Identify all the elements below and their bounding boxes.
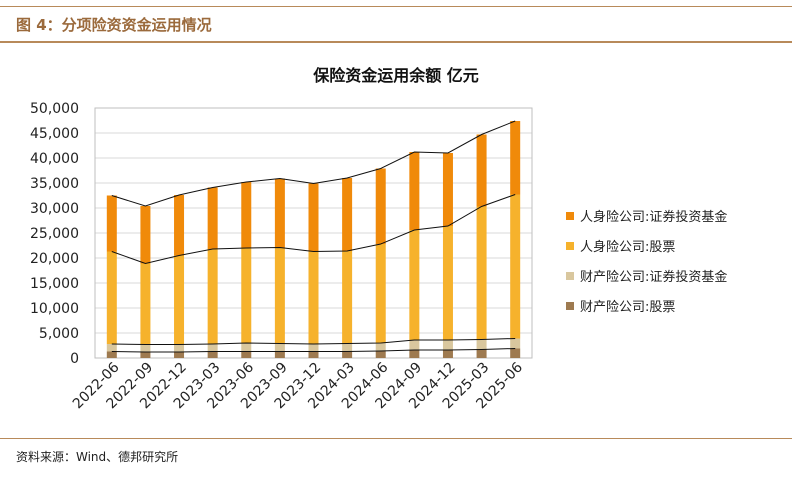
y-tick-label: 45,000 (30, 126, 79, 142)
bar-segment (207, 344, 218, 352)
bar-segment (241, 343, 252, 352)
bar-segment (375, 351, 386, 358)
bar-segment (476, 206, 487, 340)
bar-segment (510, 194, 521, 339)
bar-segment (308, 344, 319, 352)
chart-title: 保险资金运用余额 亿元 (313, 66, 479, 85)
legend-swatch (566, 302, 574, 310)
bar-segment (442, 350, 453, 358)
bar-segment (510, 348, 521, 358)
bar-segment (308, 251, 319, 344)
y-tick-label: 25,000 (30, 226, 79, 242)
stack-connector-line (111, 348, 516, 353)
y-tick-label: 15,000 (30, 276, 79, 292)
bar-segment (106, 251, 117, 344)
bar-segment (308, 351, 319, 358)
bar-segment (375, 168, 386, 244)
bar-segment (241, 351, 252, 358)
stacked-bar-chart: 0 5,000 10,000 15,000 20,000 25,000 30,000 35,0… (30, 101, 727, 412)
top-rule (0, 6, 792, 7)
y-tick-label: 40,000 (30, 151, 79, 167)
y-tick-label: 35,000 (30, 176, 79, 192)
bar-segment (174, 344, 185, 352)
bar-segment (375, 244, 386, 343)
bar-segment (106, 344, 117, 352)
legend-label: 财产险公司:证券投资基金 (580, 269, 727, 285)
bar-segment (342, 343, 353, 352)
bar-segment (442, 340, 453, 350)
bar-segment (308, 183, 319, 252)
bar-segment (409, 340, 420, 350)
bar-segment (241, 248, 252, 343)
bar-segment (207, 249, 218, 344)
stack-connector-line (111, 338, 516, 345)
figure-header-rule (0, 41, 792, 43)
bar-segment (409, 230, 420, 340)
bar-segment (342, 251, 353, 344)
bar-segment (510, 121, 521, 195)
y-tick-label: 0 (70, 351, 79, 367)
bar-segment (140, 344, 151, 352)
legend-label: 人身险公司:证券投资基金 (580, 209, 727, 225)
bar-segment (442, 153, 453, 226)
figure-label: 图 4：分项险资资金运用情况 (16, 16, 212, 34)
bar-segment (274, 343, 285, 352)
bar-segment (476, 134, 487, 207)
bar-segment (106, 351, 117, 358)
bar-segment (476, 349, 487, 358)
legend-swatch (566, 272, 574, 280)
bar-segment (476, 339, 487, 350)
source-note: 资料来源：Wind、德邦研究所 (16, 450, 179, 464)
bar-segment (174, 352, 185, 358)
bar-segment (207, 187, 218, 249)
bar-segment (409, 152, 420, 230)
stack-connector-line (111, 120, 516, 207)
bar-segment (342, 351, 353, 358)
bottom-rule (0, 438, 792, 439)
legend-swatch (566, 212, 574, 220)
bar-segment (140, 206, 151, 264)
legend-label: 人身险公司:股票 (580, 239, 675, 255)
legend-label: 财产险公司:股票 (580, 300, 675, 315)
bar-segment (409, 350, 420, 358)
y-tick-label: 10,000 (30, 301, 79, 317)
y-tick-label: 50,000 (30, 101, 79, 117)
bar-segment (274, 247, 285, 344)
bar-segment (174, 255, 185, 345)
bar-segment (140, 263, 151, 345)
y-tick-label: 30,000 (30, 201, 79, 217)
bar-segment (174, 195, 185, 256)
bar-segment (274, 178, 285, 248)
bar-segment (140, 352, 151, 358)
bar-segment (342, 178, 353, 251)
bar-segment (442, 226, 453, 340)
bar-segment (274, 351, 285, 358)
legend-swatch (566, 242, 574, 250)
bar-segment (106, 195, 117, 252)
bar-segment (207, 351, 218, 358)
bar-segment (241, 182, 252, 248)
y-tick-label: 20,000 (30, 251, 79, 267)
bar-segment (510, 338, 521, 349)
y-tick-label: 5,000 (39, 326, 79, 342)
stack-connector-line (111, 194, 516, 265)
bar-segment (375, 343, 386, 351)
